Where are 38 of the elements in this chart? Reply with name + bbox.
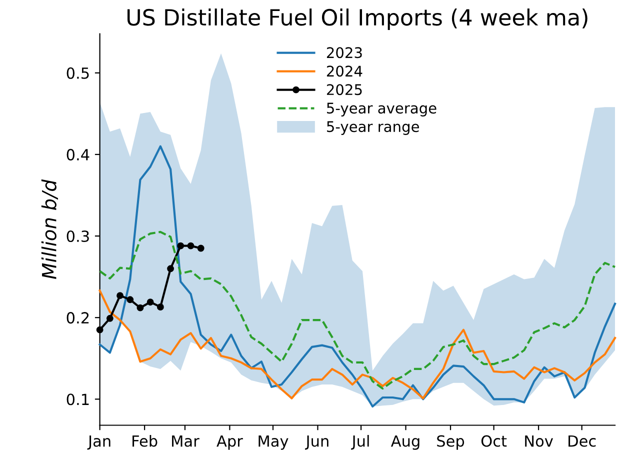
- y-axis-title: Million b/d: [41, 179, 58, 279]
- legend-label: 5-year range: [327, 121, 419, 135]
- y-tick-label: 0.5: [66, 67, 89, 79]
- x-tick-label: Feb: [132, 434, 158, 447]
- point: [106, 314, 114, 322]
- x-tick-label: Oct: [481, 435, 507, 447]
- x-tick-label: Dec: [568, 435, 596, 447]
- point: [187, 242, 194, 250]
- line-series: [98, 230, 616, 390]
- legend-label: 2025: [326, 84, 362, 96]
- x-tick-label: Mar: [172, 435, 200, 447]
- point: [197, 244, 204, 252]
- x-tick-label: Sep: [437, 435, 464, 450]
- point: [156, 304, 164, 310]
- point: [96, 326, 104, 334]
- point: [136, 304, 144, 312]
- x-tick-label: Aug: [390, 435, 420, 450]
- legend-label: 2024: [326, 66, 362, 77]
- x-tick-label: Jan: [87, 435, 110, 450]
- line-series: [98, 145, 616, 408]
- line-series: [98, 290, 616, 400]
- point: [116, 292, 124, 300]
- legend-label: 2023: [326, 47, 362, 58]
- point: [126, 296, 134, 304]
- x-tick-label: Jun: [305, 435, 328, 450]
- point: [146, 298, 154, 306]
- y-tick-label: 0.2: [66, 312, 89, 324]
- x-tick-label: May: [258, 435, 288, 450]
- x-tick-label: Apr: [216, 435, 243, 450]
- point: [177, 242, 184, 250]
- x-tick-label: Nov: [525, 435, 553, 447]
- point: [167, 265, 174, 272]
- y-tick-label: 0.3: [66, 230, 89, 242]
- chart-title: US Distillate Fuel Oil Imports (4 week ma): [128, 8, 588, 30]
- y-tick-label: 0.1: [66, 394, 89, 406]
- x-tick-label: Jul: [351, 434, 369, 450]
- y-tick-label: 0.4: [66, 148, 90, 160]
- legend-label: 5-year average: [327, 102, 436, 116]
